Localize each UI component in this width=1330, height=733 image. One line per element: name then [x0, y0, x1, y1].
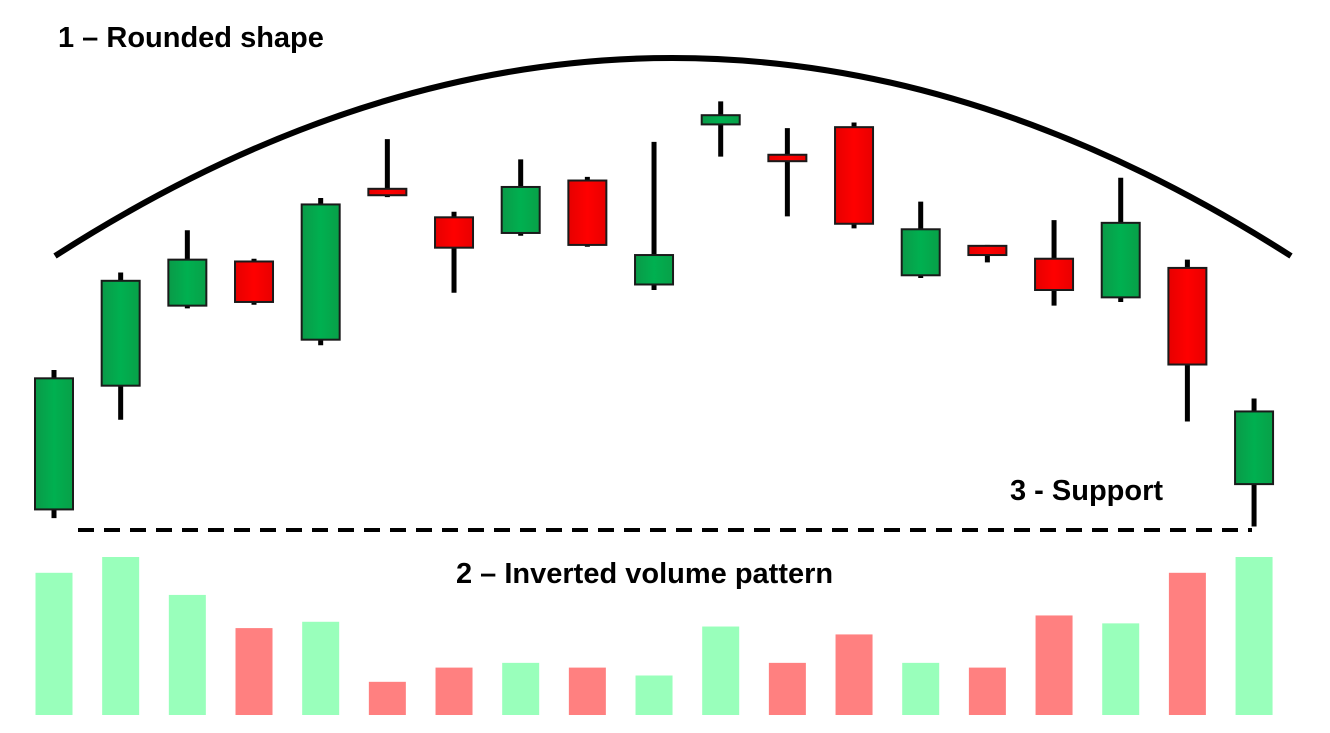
candle-body-up: [1234, 410, 1275, 486]
candle: [300, 198, 341, 346]
candle: [900, 201, 941, 279]
candles: [34, 101, 1275, 527]
volume-bar-down: [435, 667, 473, 715]
volume-pattern-label: 2 – Inverted volume pattern: [456, 558, 833, 590]
candle: [100, 272, 141, 420]
candle: [834, 122, 875, 229]
rounded-shape-arc: [53, 55, 1293, 259]
volume-bar-up: [1102, 623, 1140, 715]
candle-body-down: [767, 153, 808, 163]
volume-bar-down: [1168, 572, 1206, 715]
candle: [767, 128, 808, 217]
candle: [1234, 398, 1275, 527]
volume-bar-up: [1235, 557, 1273, 715]
candle: [367, 139, 408, 198]
candle: [234, 258, 275, 305]
volume-bar-up: [502, 662, 540, 715]
candle: [700, 101, 741, 157]
candle-body-up: [167, 258, 208, 307]
volume-bar-up: [102, 557, 140, 715]
volume-bar-up: [35, 572, 73, 715]
candle-body-up: [634, 254, 675, 286]
rounded-shape-label: 1 – Rounded shape: [58, 22, 324, 54]
candle-body-down: [434, 216, 475, 249]
candle-body-up: [100, 279, 141, 387]
candle-body-down: [567, 179, 608, 246]
support-label: 3 - Support: [1010, 475, 1163, 507]
volume-bar-up: [635, 675, 673, 715]
candle-body-down: [367, 187, 408, 197]
volume-bar-down: [235, 628, 273, 715]
volume-bar-down: [835, 634, 873, 715]
volume-bar-down: [968, 667, 1006, 715]
candle: [1034, 220, 1075, 306]
volume-bar-down: [768, 662, 806, 715]
candle-body-up: [300, 203, 341, 341]
volume-bar-down: [1035, 615, 1073, 715]
volume-bar-up: [168, 594, 206, 715]
candle-body-up: [1100, 221, 1141, 299]
volume-bars: [35, 557, 1273, 715]
candle-body-down: [967, 244, 1008, 257]
candle-body-up: [900, 228, 941, 277]
volume-bar-up: [302, 621, 340, 715]
candle: [567, 176, 608, 247]
candle: [634, 141, 675, 290]
candle: [967, 244, 1008, 263]
candle: [1167, 259, 1208, 422]
candle: [1100, 177, 1141, 302]
volume-bar-down: [368, 681, 406, 715]
volume-bar-up: [902, 662, 940, 715]
candle: [34, 370, 74, 519]
candle: [500, 159, 541, 236]
candle: [434, 211, 475, 293]
volume-bar-up: [702, 626, 740, 715]
candle-body-down: [834, 126, 875, 225]
candle-body-up: [700, 114, 741, 126]
candle: [167, 230, 208, 309]
candle-body-up: [500, 185, 541, 234]
volume-bar-down: [568, 667, 606, 715]
candle-body-down: [234, 260, 275, 303]
candle-body-down: [1034, 257, 1075, 292]
candle-body-down: [1167, 266, 1208, 366]
candle-body-up: [34, 377, 74, 511]
